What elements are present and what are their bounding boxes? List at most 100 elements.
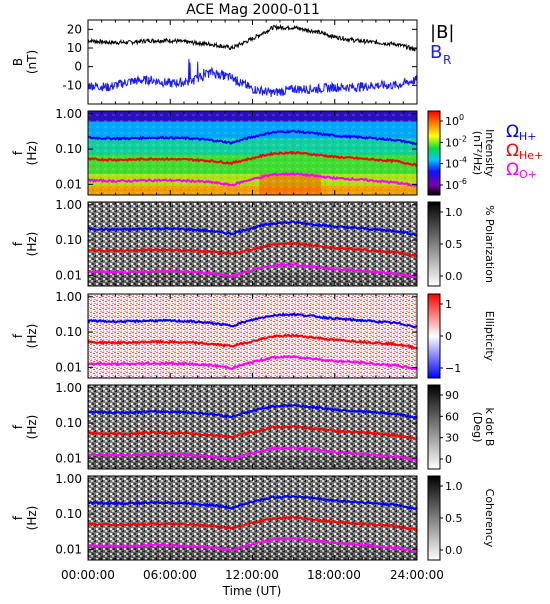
gyro-h-plus-line [87,220,417,237]
y-axis-label: f [11,150,25,155]
x-tick-label: 18:00:00 [307,568,361,582]
y-tick-label: 1.00 [55,290,82,304]
gyro-o-plus-line [87,171,418,188]
y-tick-label: 0 [74,60,82,74]
colorbar-tick-label: 1.0 [445,480,463,493]
b-r-line [87,58,418,98]
gyro-label-o-plus: ΩO+ [506,160,537,181]
y-tick-label: -10 [62,78,82,92]
y-tick-label: 1.00 [55,472,82,486]
colorbar [427,475,441,561]
x-axis: 00:00:00 06:00:00 12:00:00 18:00:00 24:0… [61,568,444,598]
x-axis-title: Time (UT) [222,584,282,598]
y-tick-label: 1.00 [55,107,82,121]
legend-b-r: B [430,42,442,63]
b-magnitude-line [87,23,418,52]
y-axis-unit: (nT) [25,50,39,74]
spectrogram-texture [88,111,417,195]
gyro-h-plus-line [87,312,418,329]
y-axis-label: f [11,241,25,246]
gyro-o-plus-line [87,445,418,462]
gyro-h-plus-line [88,403,418,420]
colorbar-label: Ellipticity [483,311,496,362]
y-tick-label: 0.10 [55,416,82,430]
colorbar-label: % Polarization [483,205,496,283]
panel-polarization: f (Hz) 1.00 0.10 0.01 1.0 0.5 0.0 % Polarization [11,198,496,287]
colorbar-tick-label: 0 [445,330,452,343]
y-axis-unit: (Hz) [25,415,39,440]
x-tick-label: 24:00:00 [390,568,444,582]
y-axis-label: f [11,515,25,520]
y-tick-label: 0.10 [55,325,82,339]
x-tick-label: 12:00:00 [225,568,279,582]
colorbar-tick-label: 10-4 [445,156,467,171]
gyro-he-plus-line [87,515,418,532]
y-axis-unit: (Hz) [25,324,39,349]
gyro-he-plus-line [87,424,418,441]
colorbar-tick-label: 0.5 [445,238,463,251]
y-tick-label: 1.00 [55,198,82,212]
colorbar-label: Intensity [483,129,496,177]
colorbar-tick-label: 1 [445,298,452,311]
y-tick-label: 10 [67,41,82,55]
colorbar-tick-label: −1 [445,362,461,375]
gyro-label-h-plus: ΩH+ [506,122,537,143]
y-axis-label: f [11,424,25,429]
y-axis-label: B [11,58,25,66]
gyro-he-plus-line [88,150,418,168]
y-axis-unit: (Hz) [25,232,39,257]
colorbar-tick-label: 90 [445,389,459,402]
panel-ellipticity: f (Hz) 1.00 0.10 0.01 1 0 −1 Ellipticity [11,290,496,379]
gyro-o-plus-line [87,354,418,371]
y-tick-label: 0.10 [55,233,82,247]
colorbar-tick-label: 1.0 [445,206,463,219]
spectrogram-image [88,294,417,378]
colorbar-label: k dot B [483,408,496,447]
colorbar-unit: (Deg) [471,412,484,443]
y-tick-label: 0.01 [55,451,82,465]
gyro-h-plus-line [87,129,418,145]
colorbar-unit: (nT²/Hz) [471,131,484,175]
colorbar-tick-label: 30 [445,432,459,445]
x-tick-label: 00:00:00 [61,568,115,582]
colorbar-tick-label: 10-2 [445,134,467,149]
panel-coherency: f (Hz) 1.00 0.10 0.01 1.0 0.5 0.0 Coherency [11,472,496,561]
colorbar-tick-label: 0.0 [445,270,463,283]
colorbar-tick-label: 10-6 [445,177,467,192]
colorbar [427,110,441,196]
colorbar-tick-label: 0 [445,453,452,466]
colorbar-tick-label: 60 [445,410,459,423]
x-tick-label: 06:00:00 [143,568,197,582]
colorbar-tick-label: 0.0 [445,544,463,557]
y-tick-label: 20 [67,22,82,36]
legend-b-r-subscript: R [443,53,451,67]
legend-b-magnitude: |B| [430,22,454,43]
y-tick-label: 0.01 [55,268,82,282]
colorbar-tick-label: 100 [445,113,464,128]
colorbar-tick-label: 0.5 [445,512,463,525]
panel-intensity: f (Hz) 1.00 0.10 0.01 100 10-2 10-4 10-6 Intensit… [11,107,543,196]
y-axis-unit: (Hz) [25,141,39,166]
y-tick-label: 0.10 [55,507,82,521]
colorbar [427,384,441,470]
y-tick-label: 0.01 [55,542,82,556]
y-tick-label: 0.01 [55,360,82,374]
y-axis-unit: (Hz) [25,506,39,531]
y-tick-label: 0.01 [55,177,82,191]
gyro-o-plus-line [87,263,418,279]
gyro-h-plus-line [87,494,418,511]
figure-title: ACE Mag 2000-011 [186,2,320,18]
colorbar [427,293,441,379]
colorbar-label: Coherency [483,489,496,548]
y-tick-label: 0.10 [55,142,82,156]
panel-kdotb: f (Hz) 1.00 0.10 0.01 90 60 30 0 k dot B(Deg) [11,381,496,470]
colorbar [427,201,441,287]
y-tick-label: 1.00 [55,381,82,395]
gyro-he-plus-line [87,333,418,350]
gyro-label-he-plus: ΩHe+ [506,141,543,162]
gyro-o-plus-line [87,536,418,553]
gyro-he-plus-line [87,241,418,258]
y-axis-label: f [11,333,25,338]
